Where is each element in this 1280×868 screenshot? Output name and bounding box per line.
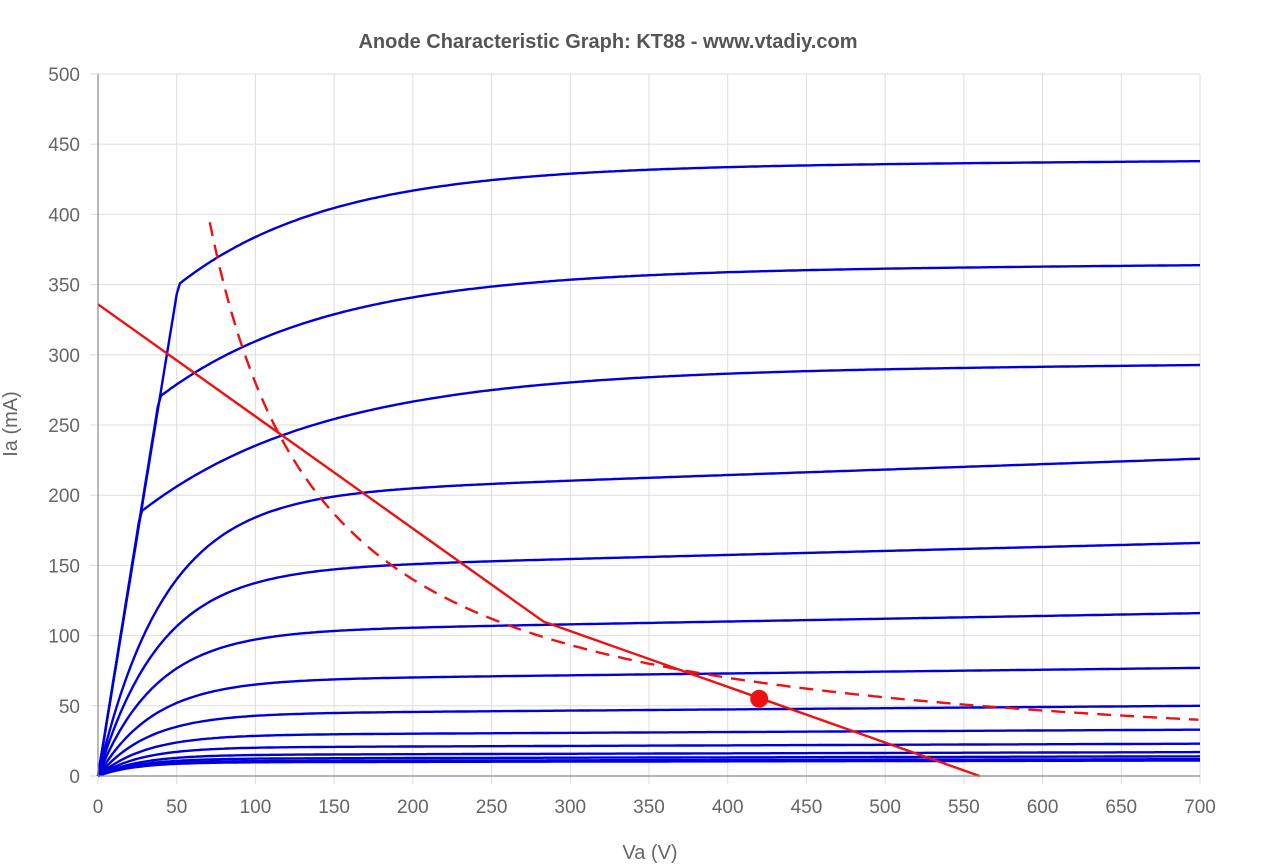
plate-curve-line xyxy=(97,704,1200,777)
x-tick-label: 100 xyxy=(240,797,272,818)
x-axis-title: Va (V) xyxy=(622,842,677,864)
plate-curve-line xyxy=(97,750,1200,778)
max-dissipation-curve xyxy=(208,222,1199,721)
x-tick-label: 600 xyxy=(1027,797,1059,818)
y-tick-label: 400 xyxy=(48,205,80,226)
chart-title: Anode Characteristic Graph: KT88 - www.v… xyxy=(358,31,857,53)
plate-curve-line xyxy=(96,457,1201,777)
plate-curves xyxy=(96,159,1201,778)
x-tick-label: 450 xyxy=(791,797,823,818)
load-line-layer xyxy=(97,222,1199,778)
plate-curve-line xyxy=(96,611,1201,777)
y-tick-label: 50 xyxy=(59,697,80,718)
plate-curve-line xyxy=(96,541,1201,777)
y-tick-label: 150 xyxy=(48,556,80,577)
y-tick-label: 450 xyxy=(48,135,80,156)
axes: 0 50 100 150 200 250 300 350 400 450 500 550 600 650 7… xyxy=(48,65,1216,818)
x-tick-label: 500 xyxy=(869,797,901,818)
plate-curve-line xyxy=(97,758,1200,778)
y-tick-label: 300 xyxy=(48,346,80,367)
grid xyxy=(90,73,1201,784)
plate-curve-line xyxy=(97,742,1200,778)
x-tick-label: 150 xyxy=(318,797,350,818)
y-tick-label: 0 xyxy=(69,767,80,788)
x-tick-label: 200 xyxy=(397,797,429,818)
x-tick-label: 400 xyxy=(712,797,744,818)
plate-curve-line xyxy=(97,759,1200,778)
x-tick-label: 50 xyxy=(166,797,187,818)
x-tick-label: 350 xyxy=(633,797,665,818)
x-tick-label: 0 xyxy=(93,797,104,818)
y-tick-label: 200 xyxy=(48,486,80,507)
y-tick-label: 500 xyxy=(48,65,80,86)
x-tick-label: 700 xyxy=(1184,797,1216,818)
plate-curve-line xyxy=(96,666,1200,777)
operating-point xyxy=(750,689,769,708)
x-tick-label: 550 xyxy=(948,797,980,818)
y-tick-label: 250 xyxy=(48,416,80,437)
x-tick-label: 300 xyxy=(554,797,586,818)
plate-curve-line xyxy=(96,159,1200,777)
x-tick-label: 650 xyxy=(1105,797,1137,818)
y-tick-label: 100 xyxy=(48,627,80,648)
y-axis-title: Ia (mA) xyxy=(0,391,22,457)
load-line xyxy=(97,303,981,778)
plate-curve-line xyxy=(97,728,1200,777)
plate-curve-line xyxy=(97,755,1201,778)
y-tick-label: 350 xyxy=(48,276,80,297)
x-tick-label: 250 xyxy=(476,797,508,818)
plate-curve-line xyxy=(96,264,1200,777)
